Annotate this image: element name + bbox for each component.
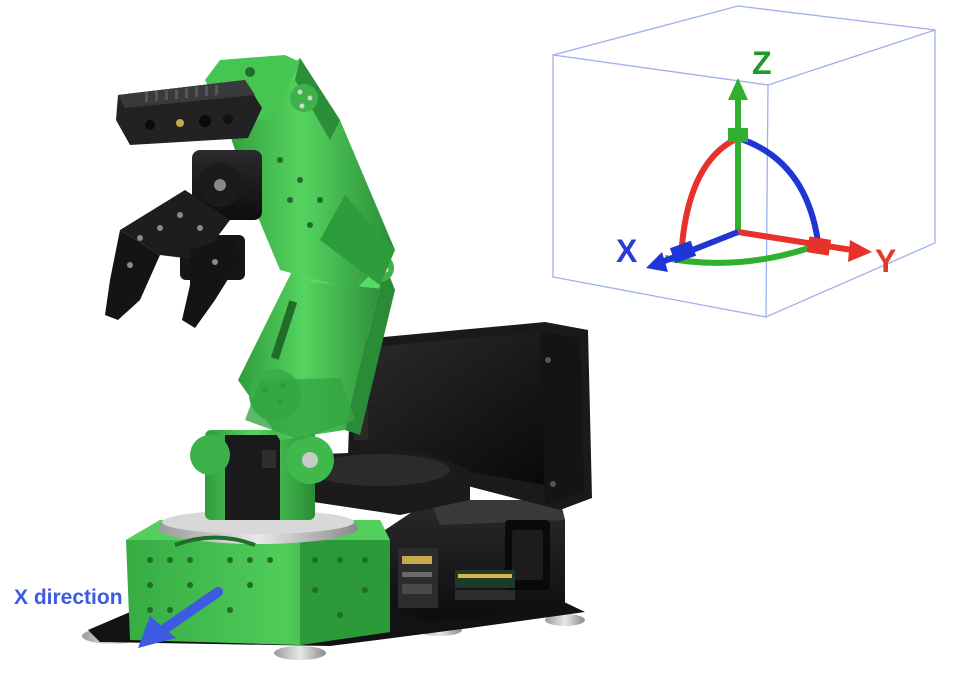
coordinate-axes-diagram: Z X Y bbox=[552, 5, 936, 318]
x-axis bbox=[646, 229, 740, 272]
gripper bbox=[105, 190, 240, 328]
y-axis bbox=[737, 229, 872, 262]
z-axis-label: Z bbox=[752, 45, 772, 81]
z-axis bbox=[728, 78, 748, 232]
wireframe-box bbox=[552, 5, 936, 318]
x-direction-label: X direction bbox=[14, 586, 123, 609]
upper-arm-link bbox=[205, 55, 395, 290]
depth-camera bbox=[116, 80, 262, 145]
controller-housing bbox=[385, 500, 565, 622]
turntable-top bbox=[300, 450, 470, 515]
x-direction-arrow bbox=[138, 587, 223, 648]
x-axis-label: X bbox=[616, 233, 638, 269]
robot-arm-illustration bbox=[82, 55, 592, 660]
y-axis-label: Y bbox=[875, 243, 896, 279]
shoulder-bracket bbox=[190, 430, 334, 520]
